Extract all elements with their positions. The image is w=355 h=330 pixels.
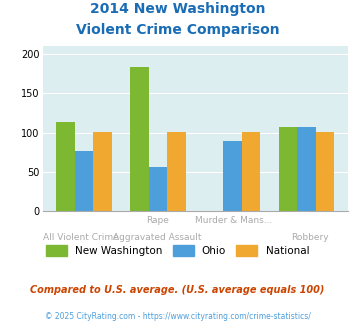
Text: © 2025 CityRating.com - https://www.cityrating.com/crime-statistics/: © 2025 CityRating.com - https://www.city… [45, 312, 310, 321]
Text: Aggravated Assault: Aggravated Assault [113, 233, 201, 242]
Bar [168, 132, 186, 211]
Bar [241, 132, 260, 211]
Bar [223, 141, 241, 211]
Text: Murder & Mans...: Murder & Mans... [195, 216, 272, 225]
Bar [297, 127, 316, 211]
Text: Robbery: Robbery [291, 233, 328, 242]
Bar [149, 167, 168, 211]
Bar [93, 132, 112, 211]
Text: 2014 New Washington: 2014 New Washington [90, 2, 265, 16]
Bar [75, 151, 93, 211]
Bar [131, 67, 149, 211]
Text: Violent Crime Comparison: Violent Crime Comparison [76, 23, 279, 37]
Text: All Violent Crime: All Violent Crime [43, 233, 119, 242]
Text: Compared to U.S. average. (U.S. average equals 100): Compared to U.S. average. (U.S. average … [30, 285, 325, 295]
Legend: New Washington, Ohio, National: New Washington, Ohio, National [42, 241, 313, 260]
Bar [56, 122, 75, 211]
Bar [316, 132, 334, 211]
Bar [279, 127, 297, 211]
Text: Rape: Rape [146, 216, 169, 225]
